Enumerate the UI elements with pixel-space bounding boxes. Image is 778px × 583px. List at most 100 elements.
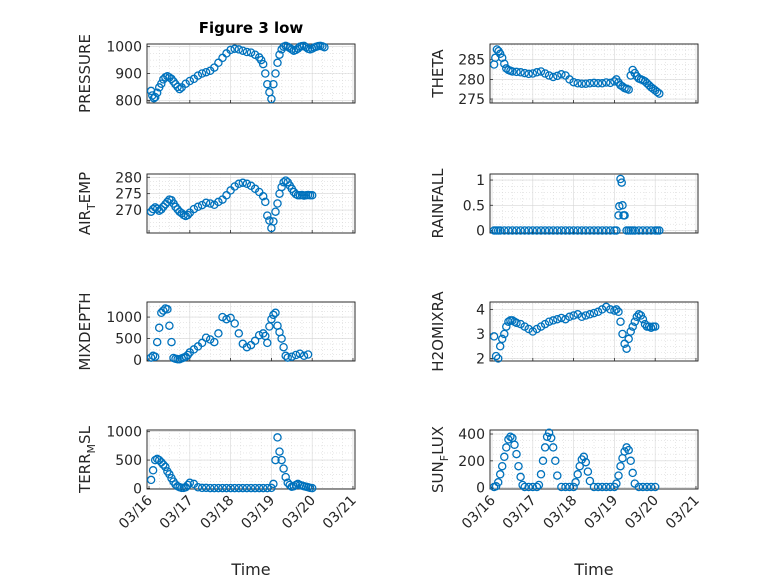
x-tick-label: 03/20: [279, 493, 319, 533]
data-point: [536, 67, 546, 76]
plot-area: [146, 301, 356, 362]
data-point: [538, 456, 548, 466]
y-axis-label: H2OMIXRA: [429, 291, 447, 372]
data-point: [610, 77, 619, 86]
data-point: [579, 452, 589, 462]
y-tick-label: 275: [115, 187, 142, 203]
axes-frame: [146, 301, 356, 362]
data-point: [638, 482, 648, 492]
data-point: [277, 455, 286, 465]
data-point: [193, 71, 203, 80]
data-point: [173, 82, 182, 92]
data-point: [267, 314, 276, 324]
data-point: [234, 45, 244, 54]
y-tick-label: 4: [476, 302, 485, 318]
data-point: [581, 311, 591, 320]
data-point: [616, 461, 625, 471]
data-point: [593, 482, 603, 492]
data-point: [569, 482, 578, 492]
data-point: [634, 482, 644, 492]
data-point: [593, 79, 603, 88]
data-point: [593, 307, 603, 317]
data-point: [520, 482, 529, 492]
data-point: [616, 174, 625, 184]
data-point: [242, 342, 252, 352]
data-point: [303, 350, 313, 359]
data-point: [502, 443, 511, 452]
data-point: [250, 336, 260, 346]
y-tick-label: 270: [115, 203, 142, 219]
data-point: [230, 483, 239, 493]
data-point: [589, 308, 599, 318]
data-point: [540, 443, 550, 452]
data-point: [652, 87, 662, 97]
data-point: [307, 191, 317, 200]
data-point: [524, 482, 533, 492]
data-point: [544, 71, 554, 80]
data-point: [214, 483, 223, 493]
data-point: [516, 226, 525, 235]
data-point: [159, 306, 168, 315]
data-point: [222, 483, 231, 493]
data-point: [285, 480, 294, 490]
data-point: [242, 179, 252, 189]
data-point: [606, 305, 615, 314]
data-point: [261, 197, 270, 207]
data-point: [630, 317, 640, 326]
y-axis-label: PRESSURE: [76, 34, 94, 113]
data-point: [263, 338, 272, 348]
data-point: [585, 226, 595, 235]
data-point: [655, 89, 664, 98]
data-point: [573, 226, 582, 235]
data-point: [157, 79, 166, 88]
data-point: [258, 192, 268, 201]
data-point: [258, 329, 268, 338]
data-point: [263, 211, 272, 220]
data-point: [593, 226, 603, 235]
data-point: [210, 337, 219, 347]
data-point: [540, 226, 550, 235]
y-tick-label: 1000: [106, 425, 142, 441]
data-point: [614, 211, 623, 220]
data-point: [193, 483, 203, 492]
x-tick-label: 03/17: [157, 493, 197, 533]
data-point: [508, 67, 517, 76]
data-point: [569, 226, 578, 235]
data-point: [597, 79, 607, 88]
data-point: [512, 449, 521, 459]
data-point: [548, 443, 558, 452]
data-point: [256, 55, 266, 65]
data-point: [258, 59, 268, 69]
data-point: [638, 226, 648, 235]
data-point: [279, 342, 288, 352]
data-point: [495, 49, 505, 59]
data-point: [516, 68, 525, 77]
x-tick-label: 03/18: [541, 493, 581, 533]
x-tick-label: 03/19: [238, 493, 278, 533]
x-tick-label: 03/18: [198, 493, 238, 533]
data-point: [214, 329, 223, 338]
data-point: [612, 226, 621, 235]
x-tick-label: 03/16: [116, 492, 156, 532]
data-point: [258, 483, 268, 493]
data-point: [528, 226, 538, 235]
data-point: [546, 433, 556, 443]
y-tick-label: 500: [115, 332, 142, 348]
data-point: [250, 483, 260, 493]
data-point: [597, 482, 607, 492]
y-tick-label: 0: [133, 481, 142, 497]
data-point: [273, 199, 282, 208]
data-point: [271, 207, 280, 216]
data-point: [534, 480, 544, 490]
data-point: [159, 460, 168, 469]
data-point: [561, 226, 570, 235]
data-point: [495, 342, 505, 351]
data-point: [238, 483, 248, 493]
axes-frame: [489, 301, 699, 362]
data-point: [532, 68, 542, 77]
data-point: [497, 461, 507, 471]
y-tick-label: 400: [458, 427, 485, 443]
data-point: [620, 211, 629, 220]
x-tick-label: 03/19: [581, 493, 621, 533]
